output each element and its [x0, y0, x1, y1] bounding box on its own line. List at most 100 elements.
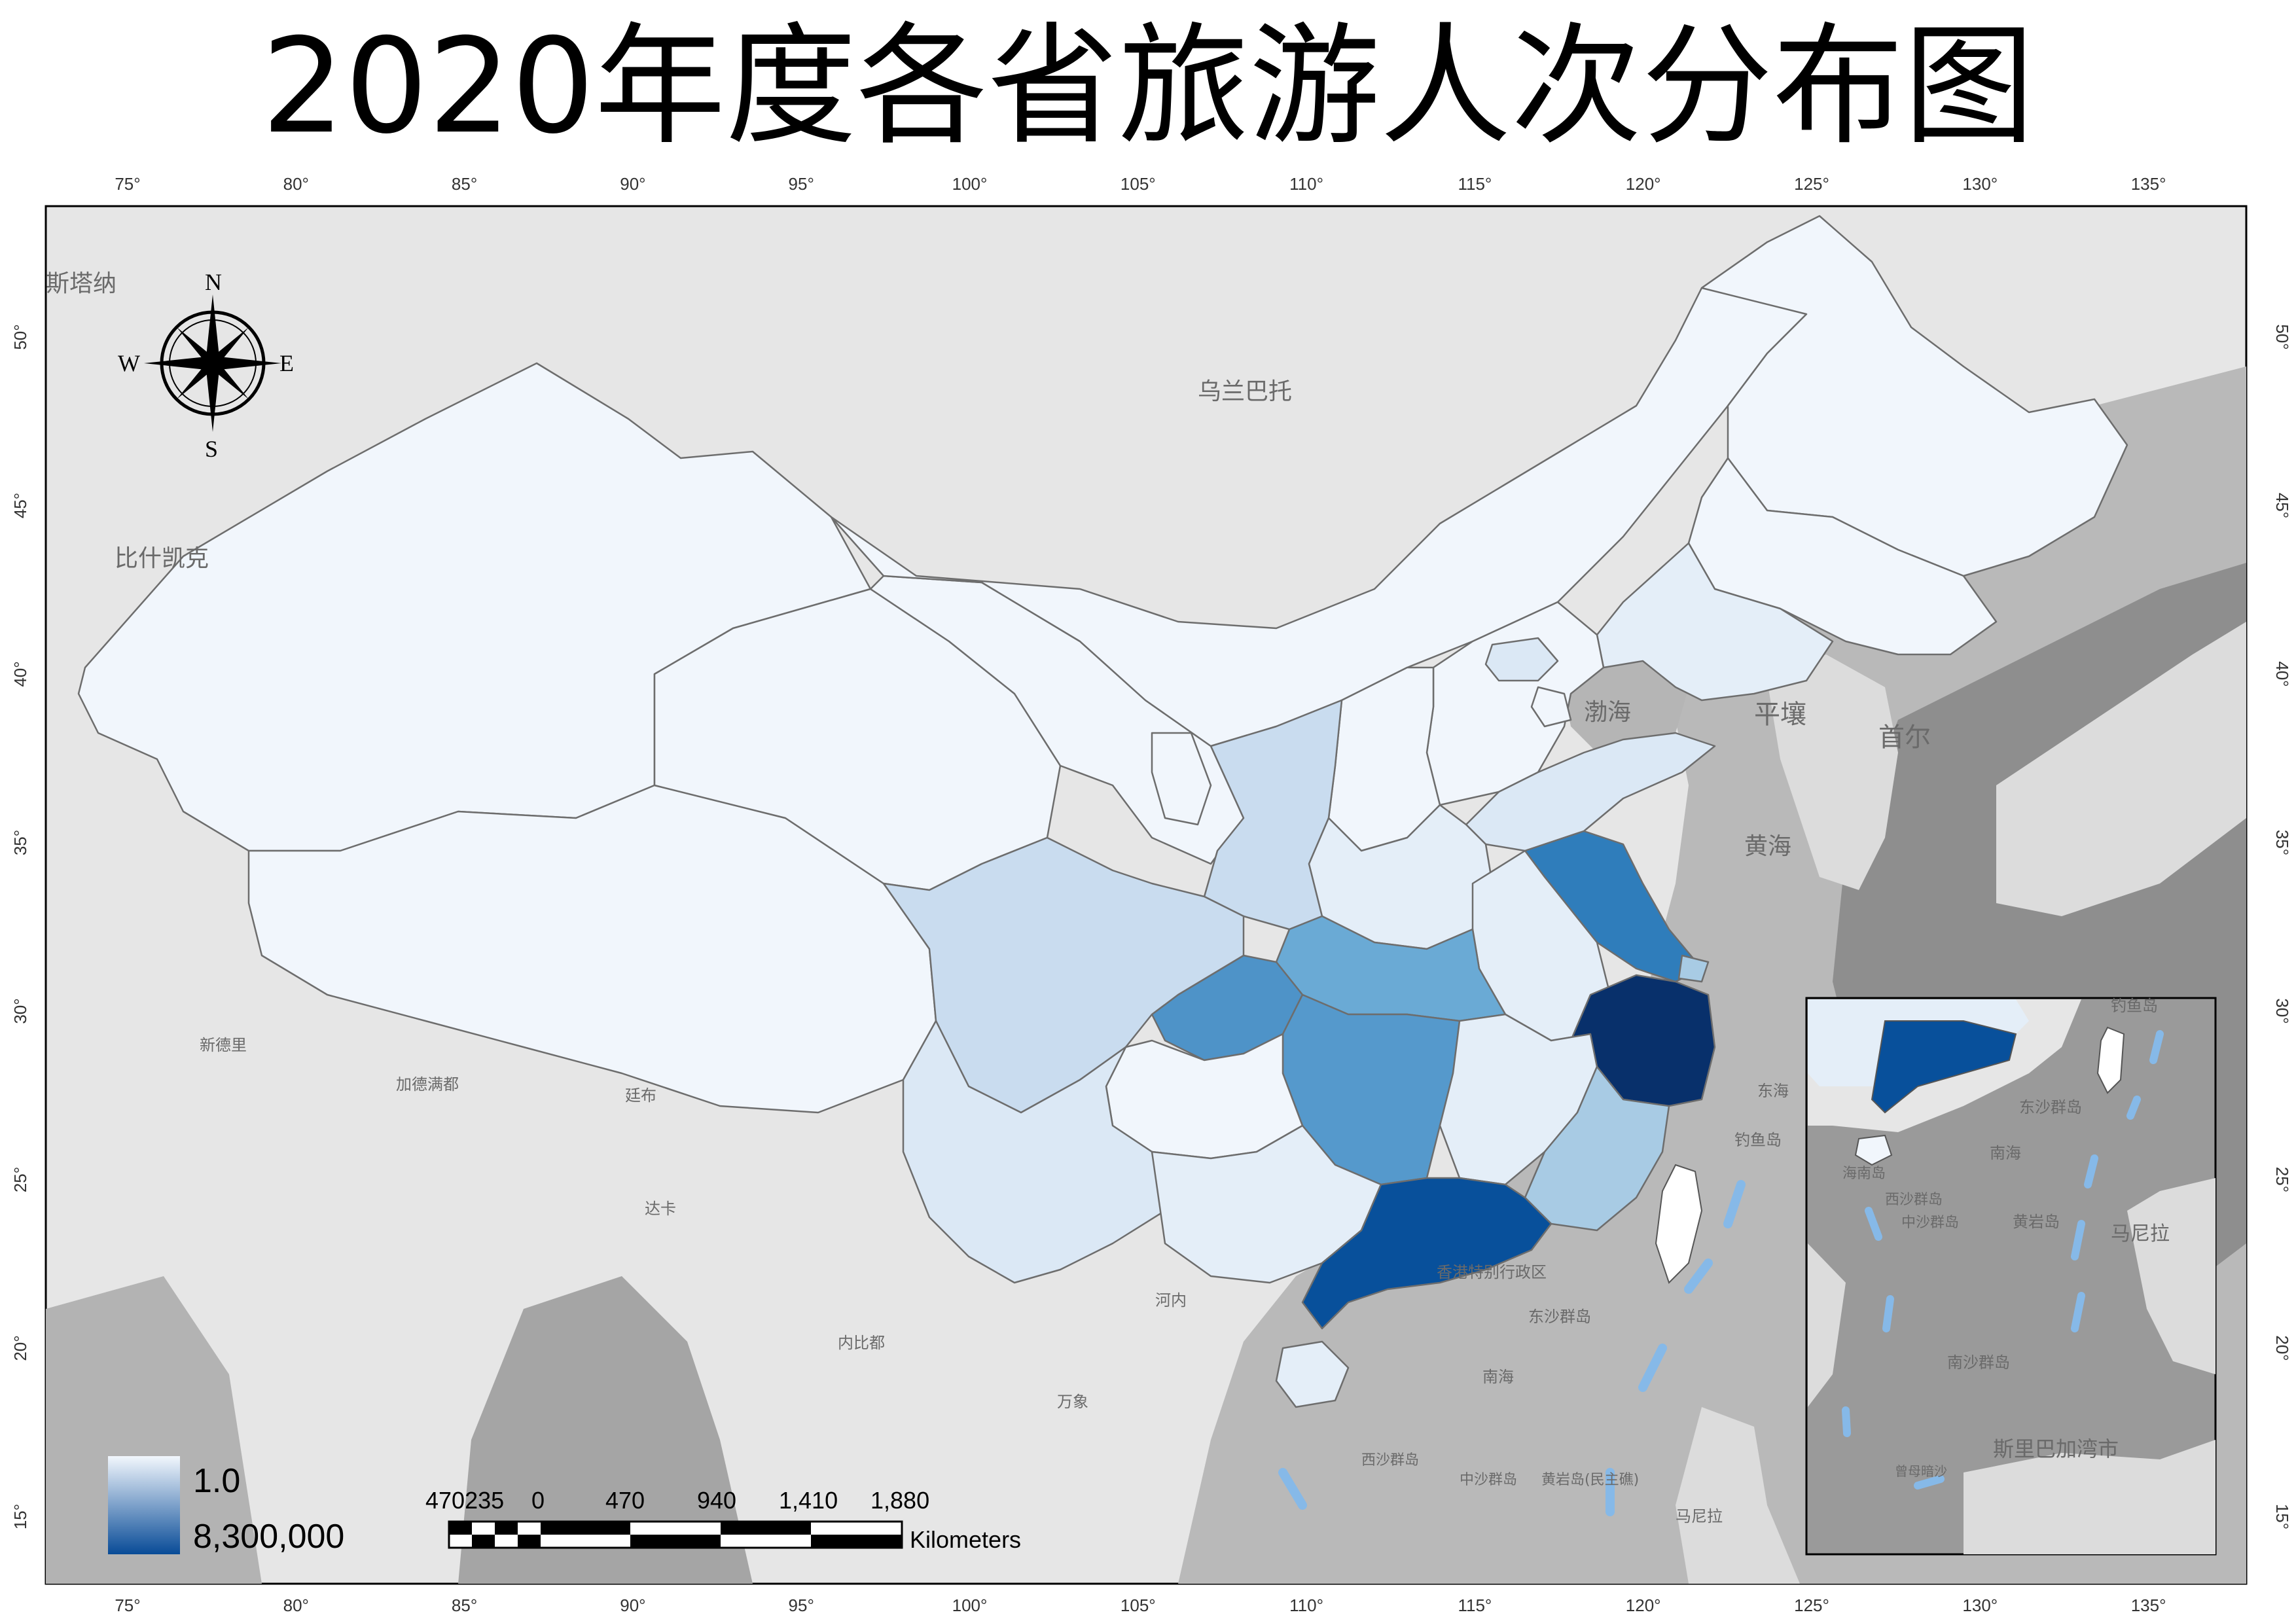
compass-w: W: [118, 350, 140, 376]
lon-tick-bottom: 95°: [789, 1596, 814, 1615]
label-inset-manila: 马尼拉: [2111, 1222, 2170, 1245]
lat-tick-right: 45°: [2272, 493, 2292, 518]
legend-min-label: 1.0: [193, 1462, 240, 1500]
label-dongsha: 东沙群岛: [1528, 1308, 1591, 1326]
province-guangdong: [1301, 1177, 1552, 1330]
label-naypyidaw: 内比都: [838, 1334, 885, 1352]
lon-tick-top: 115°: [1458, 174, 1492, 194]
label-inset-sri: 斯里巴加湾市: [1993, 1436, 2119, 1461]
label-inset-dongsha: 东沙群岛: [2019, 1098, 2082, 1116]
compass-n: N: [205, 269, 222, 295]
lat-tick-left: 50°: [10, 324, 30, 349]
lat-tick-right: 40°: [2272, 661, 2292, 687]
lon-tick-top: 80°: [283, 174, 309, 194]
lat-tick-right: 15°: [2272, 1504, 2292, 1529]
province-shanghai: [1677, 954, 1710, 983]
lon-tick-top: 90°: [620, 174, 645, 194]
lat-tick-left: 25°: [10, 1167, 30, 1192]
lon-tick-top: 105°: [1121, 174, 1156, 194]
label-inset-nansha: 南沙群岛: [1947, 1353, 2010, 1372]
legend-max-label: 8,300,000: [193, 1518, 344, 1556]
label-thimphu: 廷布: [625, 1086, 656, 1105]
lon-tick-top: 100°: [952, 174, 988, 194]
lon-tick-bottom: 75°: [115, 1596, 140, 1615]
lat-tick-left: 45°: [10, 493, 30, 518]
label-astana: 斯塔纳: [46, 270, 117, 297]
label-inset-diaoyu: 钓鱼岛: [2111, 997, 2158, 1015]
label-kathmandu: 加德满都: [396, 1075, 459, 1094]
scale-label-3: 940: [697, 1487, 736, 1514]
label-manila: 马尼拉: [1676, 1507, 1723, 1525]
label-inset-south-sea: 南海: [1990, 1144, 2021, 1162]
label-inset-zhongsha: 中沙群岛: [1901, 1215, 1959, 1231]
lat-tick-left: 15°: [10, 1504, 30, 1529]
label-zhongsha: 中沙群岛: [1460, 1472, 1517, 1488]
label-huangyan: 黄岩岛(民主礁): [1541, 1472, 1639, 1488]
scale-label-4: 1,410: [779, 1487, 838, 1514]
label-ulaanbaatar: 乌兰巴托: [1198, 378, 1292, 405]
arabian-sea: [46, 1276, 262, 1584]
lon-tick-top: 125°: [1794, 174, 1829, 194]
lon-tick-bottom: 110°: [1289, 1596, 1323, 1615]
lon-tick-bottom: 135°: [2131, 1596, 2166, 1615]
lat-tick-right: 50°: [2272, 324, 2292, 349]
province-heilongjiang: [1700, 215, 2128, 577]
label-hanoi: 河内: [1155, 1291, 1187, 1310]
lon-tick-bottom: 130°: [1962, 1596, 1998, 1615]
label-dhaka: 达卡: [645, 1200, 676, 1218]
lon-tick-top: 135°: [2131, 174, 2166, 194]
lat-tick-right: 25°: [2272, 1167, 2292, 1192]
scale-label-0: 470235: [425, 1487, 504, 1514]
bay-of-bengal: [458, 1276, 753, 1584]
lat-tick-left: 40°: [10, 661, 30, 687]
scale-label-1: 0: [531, 1487, 545, 1514]
label-pyongyang: 平壤: [1754, 700, 1806, 730]
compass-e: E: [279, 350, 294, 376]
province-hainan: [1275, 1340, 1350, 1408]
lon-tick-bottom: 90°: [620, 1596, 645, 1615]
label-diaoyu: 钓鱼岛: [1734, 1131, 1782, 1149]
scale-label-2: 470: [605, 1487, 645, 1514]
compass-s: S: [205, 436, 218, 462]
philippines-land: [1676, 1407, 1800, 1584]
lat-tick-left: 20°: [10, 1335, 30, 1361]
label-inset-zengmu: 曾母暗沙: [1895, 1463, 1947, 1479]
province-ningxia: [1151, 732, 1212, 826]
lon-tick-bottom: 100°: [952, 1596, 988, 1615]
label-new-delhi: 新德里: [200, 1036, 247, 1054]
label-vientiane: 万象: [1057, 1393, 1088, 1411]
label-yellow-sea: 黄海: [1744, 833, 1791, 860]
lon-tick-bottom: 105°: [1121, 1596, 1156, 1615]
scale-label-5: 1,880: [870, 1487, 929, 1514]
graticule-right: 50° 45° 40° 35° 30° 25° 20° 15°: [2272, 324, 2292, 1529]
lon-tick-bottom: 85°: [452, 1596, 477, 1615]
lat-tick-right: 20°: [2272, 1335, 2292, 1361]
map-title: 2020年度各省旅游人次分布图: [261, 10, 2035, 163]
lon-tick-bottom: 115°: [1458, 1596, 1492, 1615]
lon-tick-top: 85°: [452, 174, 477, 194]
lon-tick-top: 110°: [1289, 174, 1323, 194]
label-south-sea: 南海: [1482, 1368, 1514, 1386]
compass-rose: N S E W: [118, 269, 294, 462]
province-beijing: [1484, 637, 1559, 682]
label-inset-xisha: 西沙群岛: [1885, 1192, 1943, 1208]
label-bishkek: 比什凯克: [115, 545, 209, 572]
graticule-top: 75° 80° 85° 90° 95° 100° 105° 110° 115° 120° 125° 1…: [115, 174, 2166, 194]
lon-tick-top: 95°: [789, 174, 814, 194]
japan-land: [1996, 622, 2246, 916]
graticule-left: 50° 45° 40° 35° 30° 25° 20° 15°: [10, 324, 30, 1529]
legend: 1.0 8,300,000: [108, 1456, 344, 1556]
lat-tick-right: 30°: [2272, 998, 2292, 1024]
lat-tick-right: 35°: [2272, 830, 2292, 855]
lat-tick-left: 30°: [10, 998, 30, 1024]
label-xisha: 西沙群岛: [1361, 1452, 1419, 1469]
place-labels: 斯塔纳 乌兰巴托 比什凯克 渤海 平壤 首尔 黄海 东海 钓鱼岛 香港特别行政区…: [46, 270, 2170, 1525]
nine-dash-line: [1278, 1180, 1746, 1516]
north-arrow-icon: [206, 294, 219, 363]
scale-unit: Kilometers: [910, 1526, 1021, 1553]
inset-map: [1805, 997, 2217, 1556]
legend-color-ramp: [108, 1456, 180, 1554]
scale-bar: 470235 0 470 940 1,410 1,880 Kilometers: [425, 1487, 1021, 1553]
korean-peninsula: [1767, 654, 1898, 890]
